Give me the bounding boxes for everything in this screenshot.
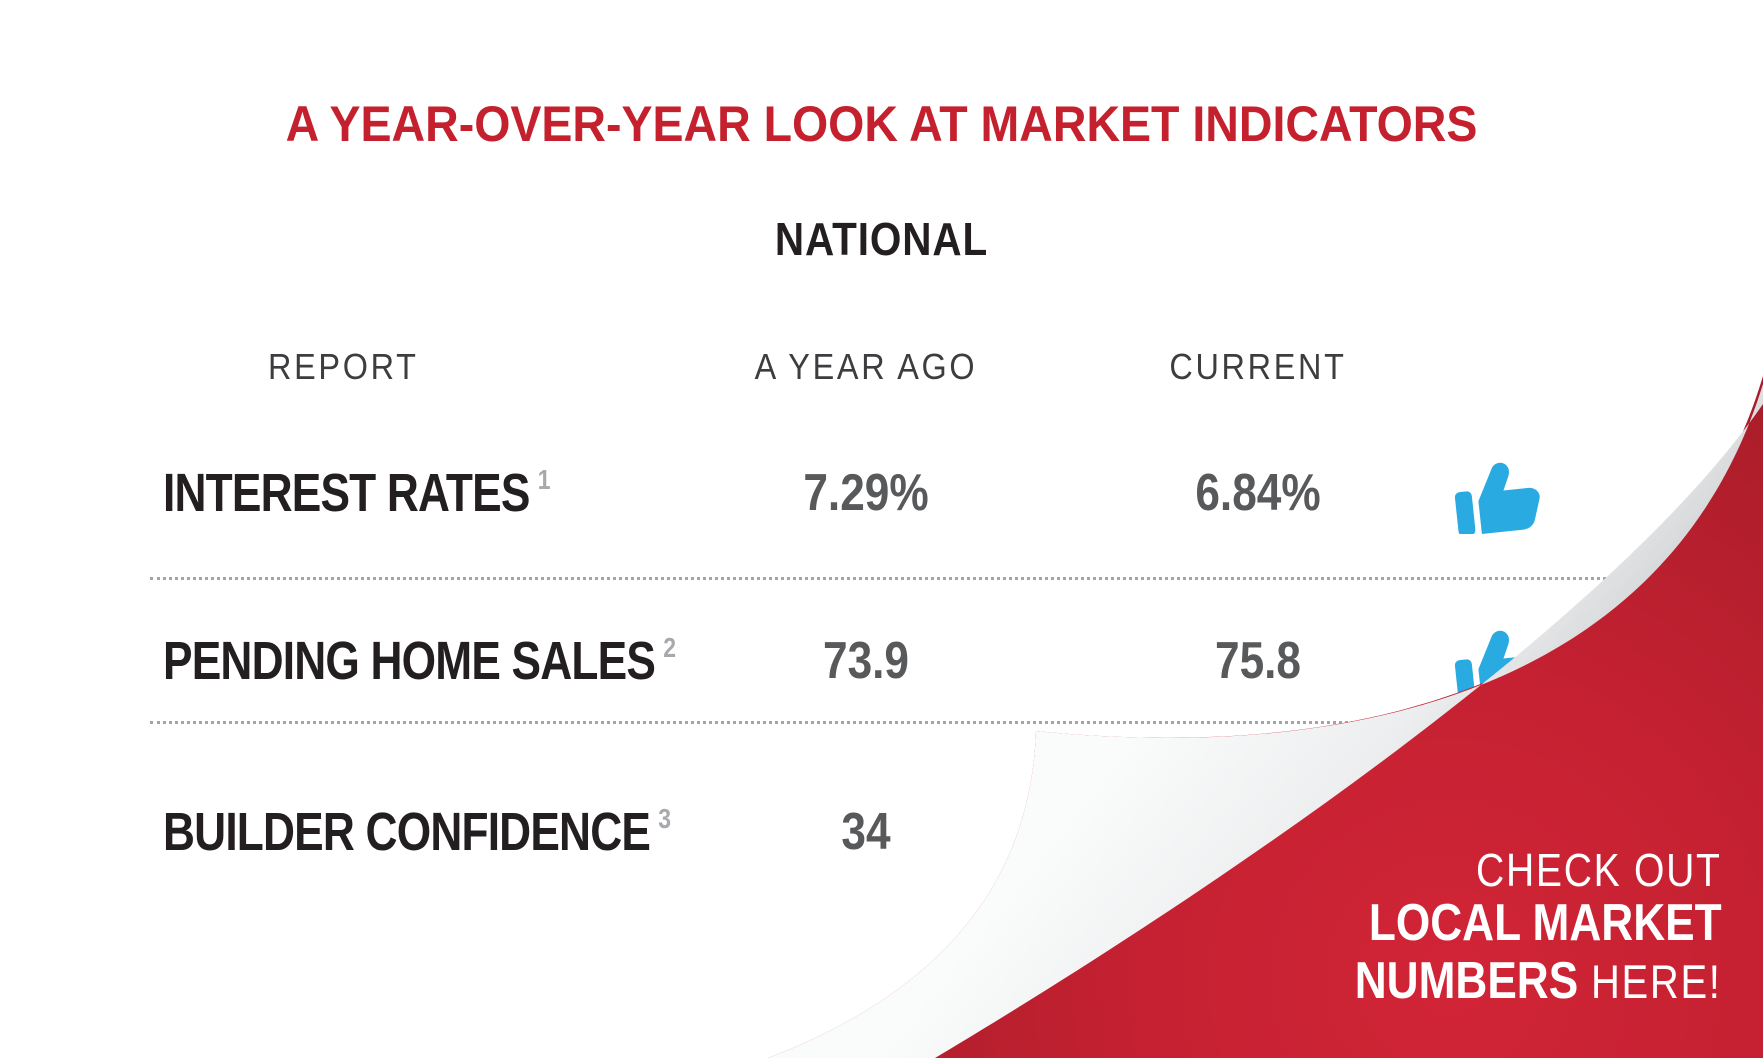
- cta-line-3: NUMBERS HERE!: [1355, 952, 1722, 1011]
- report-label: BUILDER CONFIDENCE 3: [163, 802, 671, 871]
- row-separator: [150, 721, 1642, 724]
- cta-line-3-bold: NUMBERS: [1355, 952, 1579, 1010]
- row-separator: [150, 577, 1642, 580]
- year-ago-value: 7.29%: [803, 464, 929, 522]
- report-label-text: PENDING HOME SALES: [163, 631, 656, 691]
- section-label: NATIONAL: [774, 213, 989, 265]
- cta-line-3-light: HERE!: [1578, 955, 1722, 1008]
- year-ago-value: 34: [841, 803, 891, 861]
- year-ago-value: 73.9: [822, 632, 910, 690]
- report-label-text: INTEREST RATES: [163, 463, 530, 523]
- column-header-year-ago: A YEAR AGO: [754, 346, 978, 387]
- current-value: 6.84%: [1195, 464, 1321, 522]
- cta-line-2: LOCAL MARKET: [1369, 894, 1722, 952]
- report-label-text: BUILDER CONFIDENCE: [163, 802, 651, 862]
- footnote-marker: 2: [663, 632, 677, 663]
- report-label: INTEREST RATES 1: [163, 463, 551, 532]
- column-header-report: REPORT: [268, 346, 419, 387]
- table-row: INTEREST RATES 1 7.29% 6.84%: [0, 462, 1763, 534]
- footnote-marker: 3: [658, 803, 672, 834]
- table-row: BUILDER CONFIDENCE 3 34: [0, 802, 1763, 864]
- local-market-cta[interactable]: CHECK OUT LOCAL MARKET NUMBERS HERE!: [1355, 845, 1722, 1011]
- report-label: PENDING HOME SALES 2: [163, 631, 676, 700]
- curled-page-shape: [768, 384, 1763, 1058]
- thumbs-up-icon: [1454, 462, 1540, 534]
- cta-line-1: CHECK OUT: [1476, 844, 1722, 896]
- footnote-marker: 1: [537, 464, 551, 495]
- current-value: 75.8: [1214, 632, 1302, 690]
- column-header-current: CURRENT: [1169, 346, 1347, 387]
- table-row: PENDING HOME SALES 2 73.9 75.8: [0, 630, 1763, 702]
- page-title: A YEAR-OVER-YEAR LOOK AT MARKET INDICATO…: [285, 96, 1478, 152]
